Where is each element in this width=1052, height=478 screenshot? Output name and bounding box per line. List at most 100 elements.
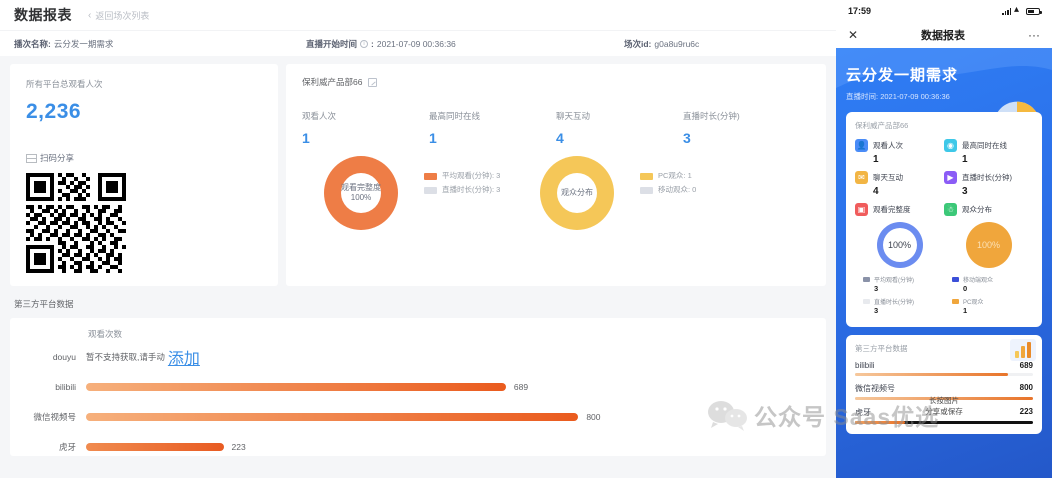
mobile-metric-label: 聊天互动 xyxy=(873,173,903,182)
meta-start-time: 直播开始时间 i : 2021-07-09 00:36:36 xyxy=(306,38,456,50)
mobile-nav-bar: ✕ 数据报表 ··· xyxy=(836,22,1052,48)
legend-label-pc: PC观众: 1 xyxy=(658,171,692,180)
mobile-completion-chart[interactable]: 100% 平均观看(分钟) 3 直播时长(分钟) 3 xyxy=(855,222,944,319)
platform-bar-bilibili: 689 xyxy=(86,382,810,392)
audience-donut[interactable]: 观众分布 xyxy=(540,156,614,230)
session-id-label: 场次id: xyxy=(624,38,652,49)
status-time: 17:59 xyxy=(848,6,872,16)
total-views-label: 所有平台总观看人次 xyxy=(26,79,103,89)
mobile-metric-label: 最高同时在线 xyxy=(962,141,1007,150)
close-icon[interactable]: ✕ xyxy=(848,28,859,42)
platform-name-douyu: douyu xyxy=(52,352,76,362)
more-icon[interactable]: ··· xyxy=(1028,28,1040,42)
mobile-completion-value: 100% xyxy=(887,240,912,250)
legend-label-avg-watch: 平均观看(分钟): 3 xyxy=(442,171,501,180)
mobile-bar-fill-huya xyxy=(855,421,905,424)
third-party-card: 观看次数 douyu 暂不支持获取,请手动 添加 bilibili 689 xyxy=(10,318,826,456)
scan-share-label: 扫码分享 xyxy=(40,153,75,163)
bar-value-wechat: 800 xyxy=(586,412,601,422)
breadcrumb-back[interactable]: ‹ 返回场次列表 xyxy=(88,9,149,22)
platform-row-douyu-content: 暂不支持获取,请手动 添加 xyxy=(86,345,810,369)
completion-donut-title: 观看完整度 xyxy=(341,183,381,192)
legend-item: PC观众: 1 xyxy=(640,169,696,183)
legend-swatch-pc xyxy=(952,299,959,304)
legend-swatch-pc xyxy=(640,172,653,180)
info-icon[interactable]: i xyxy=(360,39,369,48)
bar-value-bilibili: 689 xyxy=(513,382,529,392)
mobile-bar-row-huya: 虎牙 223 xyxy=(855,407,1033,424)
mobile-card-title: 保利威产品部66 xyxy=(855,121,909,130)
stat-views: 观看人次 1 xyxy=(302,110,429,146)
third-party-column-header: 观看次数 xyxy=(88,329,123,339)
mobile-metrics-card: 保利威产品部66 👤 观看人次 1 ◉ 最高同时在线 1 ✉ 聊 xyxy=(846,112,1042,327)
mobile-metric-grid: 👤 观看人次 1 ◉ 最高同时在线 1 ✉ 聊天互动 4 xyxy=(855,139,1033,216)
platform-name-wechat: 微信视频号 xyxy=(33,412,76,422)
mobile-audience-chart[interactable]: 100% 移动端观众 0 PC观众 1 xyxy=(944,222,1033,319)
summary-cards: 所有平台总观看人次 2,236 扫码分享 xyxy=(0,56,836,286)
completion-donut[interactable]: 观看完整度 100% xyxy=(324,156,398,230)
stat-grid: 观看人次 1 最高同时在线 1 聊天互动 4 直播时长(分钟) 3 xyxy=(302,110,810,146)
table-row: douyu 暂不支持获取,请手动 添加 xyxy=(26,344,810,370)
start-time-label: 直播开始时间 xyxy=(306,38,358,49)
legend-label-avg-watch: 平均观看(分钟) xyxy=(874,278,914,284)
mobile-metric-label: 观看完整度 xyxy=(873,205,911,214)
legend-label-duration: 直播时长(分钟): 3 xyxy=(442,185,501,195)
page-title: 数据报表 xyxy=(14,7,72,23)
mobile-metric-label: 直播时长(分钟) xyxy=(962,173,1012,182)
legend-item: 直播时长(分钟): 3 xyxy=(424,183,500,197)
legend-swatch-duration xyxy=(863,299,870,304)
mobile-metric-completion: ▣ 观看完整度 xyxy=(855,203,944,216)
session-stats-card: 保利威产品部66 观看人次 1 最高同时在线 1 聊天互动 4 xyxy=(286,64,826,286)
mobile-bar-value-bilibili: 689 xyxy=(1019,361,1033,370)
mobile-hero: 云分发一期需求 直播时间: 2021-07-09 00:36:36 保利威产品部… xyxy=(836,48,1052,478)
mobile-bar-row-bilibili: bilibili 689 xyxy=(855,361,1033,376)
legend-value-mobile: 0 xyxy=(963,284,968,293)
mobile-page-title: 数据报表 xyxy=(921,30,966,42)
mobile-bar-name-huya: 虎牙 xyxy=(855,408,871,417)
chevron-left-icon: ‹ xyxy=(88,9,92,21)
session-name-value: 云分发一期需求 xyxy=(53,38,114,49)
table-row: 虎牙 223 xyxy=(26,434,810,460)
mobile-metric-peak: ◉ 最高同时在线 1 xyxy=(944,139,1033,165)
wave-decoration xyxy=(836,48,1052,88)
legend-swatch-avg-watch xyxy=(863,277,870,282)
table-row: bilibili 689 xyxy=(26,374,810,400)
start-time-value: 2021-07-09 00:36:36 xyxy=(376,38,456,49)
qrcode-icon xyxy=(26,153,37,163)
stat-views-value: 1 xyxy=(302,130,310,146)
mobile-panel: 17:59 ✕ 数据报表 ··· 云分发一期需求 直播时间: 202 xyxy=(836,0,1052,478)
stat-chat-label: 聊天互动 xyxy=(556,111,591,121)
mobile-metric-label: 观看人次 xyxy=(873,141,903,150)
legend-label-mobile: 移动观众: 0 xyxy=(658,185,697,195)
mobile-charts: 100% 平均观看(分钟) 3 直播时长(分钟) 3 xyxy=(855,222,1033,319)
battery-icon xyxy=(1026,7,1042,15)
mobile-audience-value: 100% xyxy=(976,240,1001,250)
audience-legend: PC观众: 1 移动观众: 0 xyxy=(640,169,696,198)
stat-duration-value: 3 xyxy=(683,130,691,146)
donut-area: 观看完整度 100% 平均观看(分钟): 3 直播时长(分钟): 3 xyxy=(302,156,810,268)
stat-peak-online-label: 最高同时在线 xyxy=(429,111,481,121)
bar-chart-icon xyxy=(1010,339,1036,361)
platform-name-bilibili: bilibili xyxy=(55,382,76,392)
meta-session-name: 播次名称: 云分发一期需求 xyxy=(14,38,113,50)
chat-icon: ✉ xyxy=(855,171,868,184)
legend-swatch-avg-watch xyxy=(424,172,437,180)
legend-swatch-duration xyxy=(424,186,437,194)
desktop-panel: 数据报表 ‹ 返回场次列表 播次名称: 云分发一期需求 直播开始时间 i : 2… xyxy=(0,0,836,478)
douyu-note: 暂不支持获取,请手动 xyxy=(86,352,165,362)
start-time-colon: : xyxy=(371,38,374,49)
legend-label-duration: 直播时长(分钟) xyxy=(874,300,914,306)
add-link[interactable]: 添加 xyxy=(167,351,200,368)
legend-item: 平均观看(分钟): 3 xyxy=(424,169,500,183)
edit-icon[interactable] xyxy=(368,77,378,87)
play-circle-icon: ▣ xyxy=(855,203,868,216)
page-header: 数据报表 ‹ 返回场次列表 xyxy=(0,0,836,30)
stat-peak-online-value: 1 xyxy=(429,130,437,146)
completion-donut-center: 观看完整度 100% xyxy=(341,173,381,213)
table-row: 微信视频号 800 xyxy=(26,404,810,430)
legend-swatch-mobile xyxy=(640,186,653,194)
bar-value-huya: 223 xyxy=(231,442,246,452)
session-name-label: 播次名称: xyxy=(14,38,51,49)
mobile-metric-value: 3 xyxy=(962,186,968,197)
qr-code-image[interactable] xyxy=(26,173,126,273)
